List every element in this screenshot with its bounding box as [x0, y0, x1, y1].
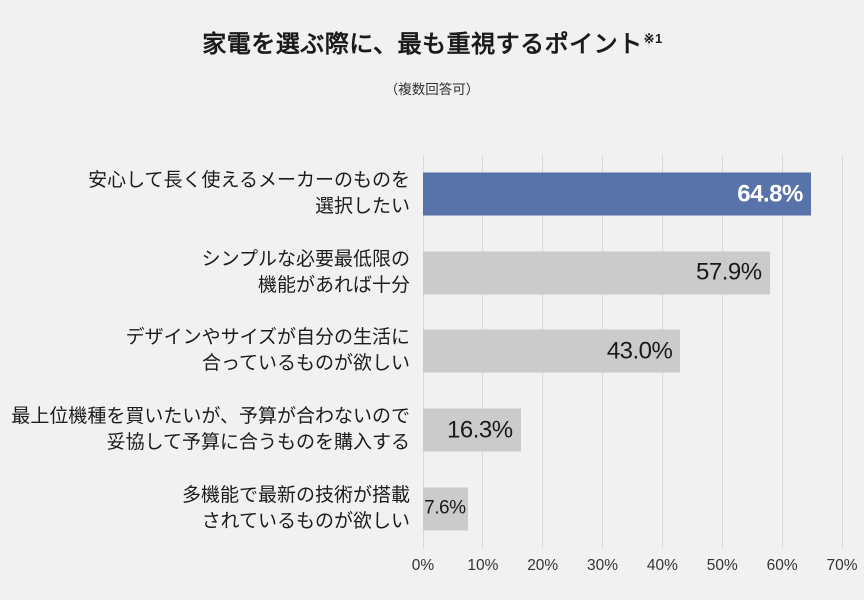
bar-value-label: 64.8%: [737, 180, 803, 208]
x-axis: 0% 10% 20% 30% 40% 50% 60% 70%: [412, 548, 858, 580]
x-tick-label: 30%: [587, 557, 619, 574]
x-tick-label: 10%: [467, 557, 499, 574]
bar-track: 16.3%: [423, 391, 842, 470]
chart-rows: 安心して長く使えるメーカーのものを 選択したい 64.8% シンプルな必要最低限の …: [0, 155, 864, 548]
x-tick-label: 0%: [411, 557, 435, 574]
x-tick-label: 20%: [527, 557, 559, 574]
bar-row: 多機能で最新の技術が搭載 されているものが欲しい 7.6%: [0, 469, 864, 548]
x-tick-label: 60%: [766, 557, 798, 574]
bar-track: 57.9%: [423, 234, 842, 313]
category-label: 多機能で最新の技術が搭載 されているものが欲しい: [181, 484, 410, 532]
chart-subtitle: （複数回答可）: [384, 82, 480, 97]
bar-value-label: 16.3%: [447, 416, 513, 444]
x-tick-label: 50%: [706, 557, 738, 574]
bar: 64.8%: [423, 172, 811, 216]
gridline: [841, 155, 843, 548]
x-tick-label: 40%: [646, 557, 678, 574]
bar-row: デザインやサイズが自分の生活に 合っているものが欲しい 43.0%: [0, 312, 864, 391]
bar-value-label: 57.9%: [696, 258, 762, 286]
gridline: [781, 155, 783, 548]
bar: 16.3%: [423, 408, 521, 452]
chart-title-note: ※1: [643, 31, 663, 46]
category-label: シンプルな必要最低限の 機能があれば十分: [201, 248, 410, 296]
chart-title-text: 家電を選ぶ際に、最も重視するポイント: [202, 31, 643, 58]
bar-track: 43.0%: [423, 312, 842, 391]
bar: 43.0%: [423, 329, 681, 373]
gridline: [721, 155, 723, 548]
category-label: デザインやサイズが自分の生活に 合っているものが欲しい: [125, 327, 410, 375]
bar-track: 64.8%: [423, 155, 842, 234]
bar: 7.6%: [423, 487, 469, 531]
category-label: 最上位機種を買いたいが、予算が合わないので 妥協して予算に合うものを購入する: [11, 406, 410, 454]
chart-title: 家電を選ぶ際に、最も重視するポイント※1: [0, 30, 864, 60]
bar-value-label: 7.6%: [424, 497, 466, 519]
x-tick-label: 70%: [826, 557, 858, 574]
bar: 57.9%: [423, 251, 770, 295]
bar-row: 最上位機種を買いたいが、予算が合わないので 妥協して予算に合うものを購入する 16…: [0, 391, 864, 470]
bar-value-label: 43.0%: [606, 337, 673, 365]
category-label: 安心して長く使えるメーカーのものを 選択したい: [88, 170, 410, 218]
bar-row: シンプルな必要最低限の 機能があれば十分 57.9%: [0, 234, 864, 313]
bar-row: 安心して長く使えるメーカーのものを 選択したい 64.8%: [0, 155, 864, 234]
bar-track: 7.6%: [423, 469, 842, 548]
